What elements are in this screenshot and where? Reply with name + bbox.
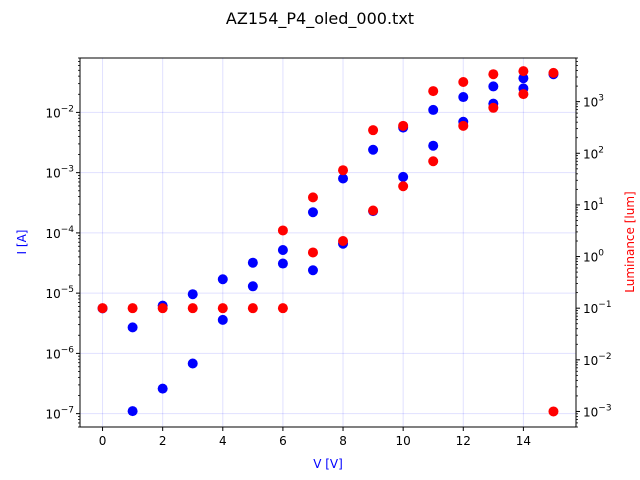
luminance-point [518,89,529,100]
luminance-point [518,66,529,77]
luminance-point [217,303,228,314]
current-point [127,406,138,417]
x-tick-label: 14 [516,434,531,448]
right-tick-label: 101 [583,197,604,213]
current-point [247,281,258,292]
luminance-point [247,303,258,314]
left-tick-label: 10−2 [45,104,74,120]
current-point [127,322,138,333]
luminance-point [277,225,288,236]
current-point [428,104,439,115]
current-point [277,258,288,269]
x-tick-label: 8 [339,434,347,448]
current-point [488,81,499,92]
current-point [277,245,288,256]
luminance-point [428,86,439,97]
x-axis-ticks: 0 2 4 6 8 10 12 14 [99,427,531,448]
current-point [217,314,228,325]
left-axis-ticks: 10−7 10−6 10−5 10−4 10−3 10−2 [45,57,80,428]
left-tick-label: 10−4 [45,225,74,241]
luminance-point [97,303,108,314]
luminance-point [338,236,349,247]
current-point [368,144,379,155]
right-tick-label: 10−1 [583,300,612,316]
luminance-point [157,303,168,314]
current-point [247,257,258,268]
luminance-point [368,205,379,216]
luminance-point [187,303,198,314]
luminance-point [307,192,318,203]
left-tick-label: 10−6 [45,345,74,361]
right-tick-label: 102 [583,145,604,161]
right-tick-label: 103 [583,94,604,110]
left-tick-label: 10−7 [45,406,74,422]
data-points [97,66,559,417]
chart-title: AZ154_P4_oled_000.txt [226,9,414,29]
x-tick-label: 0 [99,434,107,448]
current-point [458,92,469,103]
luminance-point [398,120,409,131]
x-tick-label: 12 [456,434,471,448]
current-point [518,73,529,84]
luminance-point [488,102,499,113]
current-point [428,140,439,151]
right-tick-label: 10−2 [583,352,612,368]
luminance-point [458,77,469,88]
luminance-point [548,67,559,78]
current-point [187,358,198,369]
x-tick-label: 6 [279,434,287,448]
right-tick-label: 100 [583,249,604,265]
x-tick-label: 2 [159,434,167,448]
x-tick-label: 10 [396,434,411,448]
left-tick-label: 10−5 [45,285,74,301]
luminance-point [458,120,469,131]
current-point [187,289,198,300]
right-tick-label: 10−3 [583,403,612,419]
luminance-point [277,303,288,314]
current-point [338,173,349,184]
luminance-point [307,247,318,258]
left-tick-label: 10−3 [45,165,74,181]
current-point [307,207,318,218]
luminance-point [338,165,349,176]
left-axis-label: I [A] [15,230,29,255]
luminance-point [548,406,559,417]
luminance-point [368,125,379,136]
current-point [157,383,168,394]
luminance-point [127,303,138,314]
luminance-point [488,69,499,80]
right-axis-label: Luminance [lum] [623,191,637,292]
x-tick-label: 4 [219,434,227,448]
luminance-point [398,181,409,192]
luminance-point [428,156,439,167]
right-axis-ticks: 10−3 10−2 10−1 100 101 102 103 [576,57,612,428]
x-axis-label: V [V] [313,457,343,471]
current-point [217,274,228,285]
current-point [307,265,318,276]
current-point [398,171,409,182]
